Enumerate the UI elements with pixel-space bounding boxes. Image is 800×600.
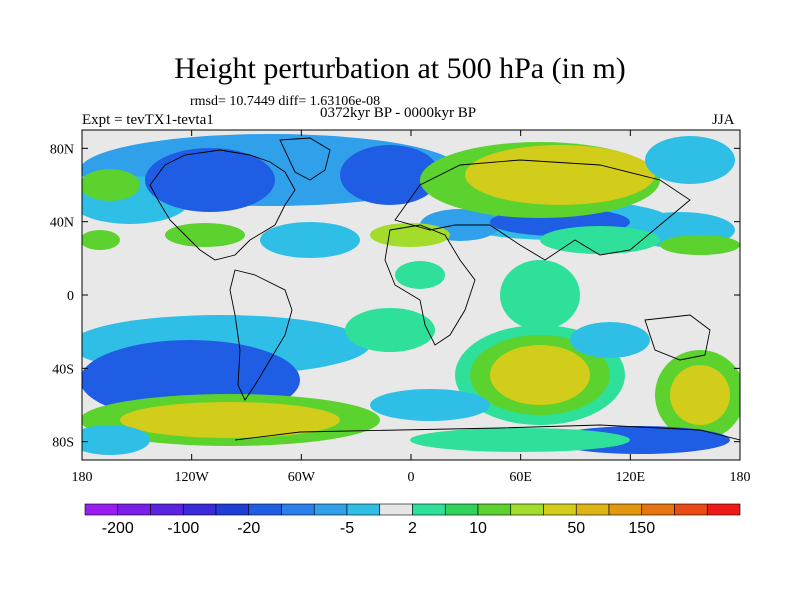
lat-tick-label: 40N xyxy=(50,216,74,231)
region-green xyxy=(82,230,120,250)
colorbar-swatch xyxy=(543,503,577,516)
region-green xyxy=(165,223,245,247)
region-cyan xyxy=(370,389,490,421)
lat-tick-label: 0 xyxy=(67,289,74,304)
colorbar-label: -20 xyxy=(237,520,260,537)
colorbar-swatch xyxy=(182,503,217,516)
region-cyan xyxy=(260,222,360,258)
colorbar-swatch xyxy=(641,503,675,516)
lon-tick-label: 180 xyxy=(730,470,751,485)
eurasia-coast xyxy=(394,159,691,261)
colorbar-swatch xyxy=(84,503,119,516)
colorbar-swatch xyxy=(346,503,381,516)
colorbar-label: 2 xyxy=(408,520,417,537)
region-teal xyxy=(500,260,580,330)
colorbar-swatch xyxy=(150,503,184,516)
region-green xyxy=(660,235,740,255)
region-blue xyxy=(145,148,275,212)
lat-tick-label: 40S xyxy=(52,362,74,377)
region-yellow xyxy=(490,345,590,405)
colorbar-swatch xyxy=(412,503,446,516)
experiment-label: Expt = tevTX1-tevta1 xyxy=(82,112,214,128)
region-yellow xyxy=(120,402,340,438)
region-teal xyxy=(395,261,445,289)
south-america-coast xyxy=(229,269,293,401)
lon-tick-label: 0 xyxy=(408,470,415,485)
colorbar-label: 150 xyxy=(628,520,655,537)
colorbar-swatch xyxy=(706,503,741,516)
lon-tick-label: 120E xyxy=(616,470,646,485)
colorbar-label: -100 xyxy=(167,520,199,537)
greenland-coast xyxy=(279,137,331,181)
colorbar-swatch xyxy=(477,503,512,516)
region-yellow xyxy=(465,145,655,205)
colorbar-label: 10 xyxy=(469,520,487,537)
region-teal xyxy=(540,226,660,254)
lat-tick-label: 80S xyxy=(52,436,74,451)
colorbar-swatch xyxy=(379,503,413,516)
colorbar-swatch xyxy=(281,503,315,516)
region-green xyxy=(82,169,140,201)
australia-coast xyxy=(644,314,711,361)
region-teal xyxy=(410,428,630,452)
region-cyan xyxy=(82,425,150,455)
lon-tick-label: 180 xyxy=(72,470,93,485)
period-label: 0372kyr BP - 0000kyr BP xyxy=(320,105,477,121)
stats-label: rmsd= 10.7449 diff= 1.63106e-08 xyxy=(190,94,381,109)
colorbar-label: -5 xyxy=(340,520,354,537)
colorbar-swatch xyxy=(608,503,643,516)
lon-tick-label: 120W xyxy=(175,470,210,485)
region-teal xyxy=(345,308,435,352)
height-field xyxy=(82,130,740,460)
colorbar-swatch xyxy=(248,503,282,516)
colorbar-swatch xyxy=(510,503,544,516)
latitude-axis: 80N 40N 0 40S 80S xyxy=(50,142,740,451)
region-cyan xyxy=(645,136,735,184)
colorbar-label: -200 xyxy=(102,520,134,537)
plot-title: Height perturbation at 500 hPa (in m) xyxy=(174,52,626,85)
longitude-axis: 180 120W 60W 0 60E 120E 180 xyxy=(72,130,751,485)
colorbar-swatch xyxy=(313,503,348,516)
lon-tick-label: 60E xyxy=(509,470,532,485)
africa-coast xyxy=(384,224,476,346)
colorbar-swatch xyxy=(674,503,708,516)
colorbar-swatch xyxy=(215,503,250,516)
north-america-coast xyxy=(149,149,296,261)
colorbar-swatch xyxy=(117,503,151,516)
colorbar: -200 -100 -20 -5 2 10 50 150 xyxy=(84,503,741,537)
colorbar-swatch xyxy=(444,503,479,516)
lat-tick-label: 80N xyxy=(50,142,74,157)
lon-tick-label: 60W xyxy=(288,470,316,485)
antarctica-coast xyxy=(234,424,740,441)
colorbar-swatch xyxy=(575,503,610,516)
season-label: JJA xyxy=(712,112,735,128)
colorbar-label: 50 xyxy=(567,520,585,537)
region-yellow xyxy=(670,365,730,425)
coastlines xyxy=(149,137,740,441)
region-blue xyxy=(340,145,440,205)
region-cyan xyxy=(570,322,650,358)
